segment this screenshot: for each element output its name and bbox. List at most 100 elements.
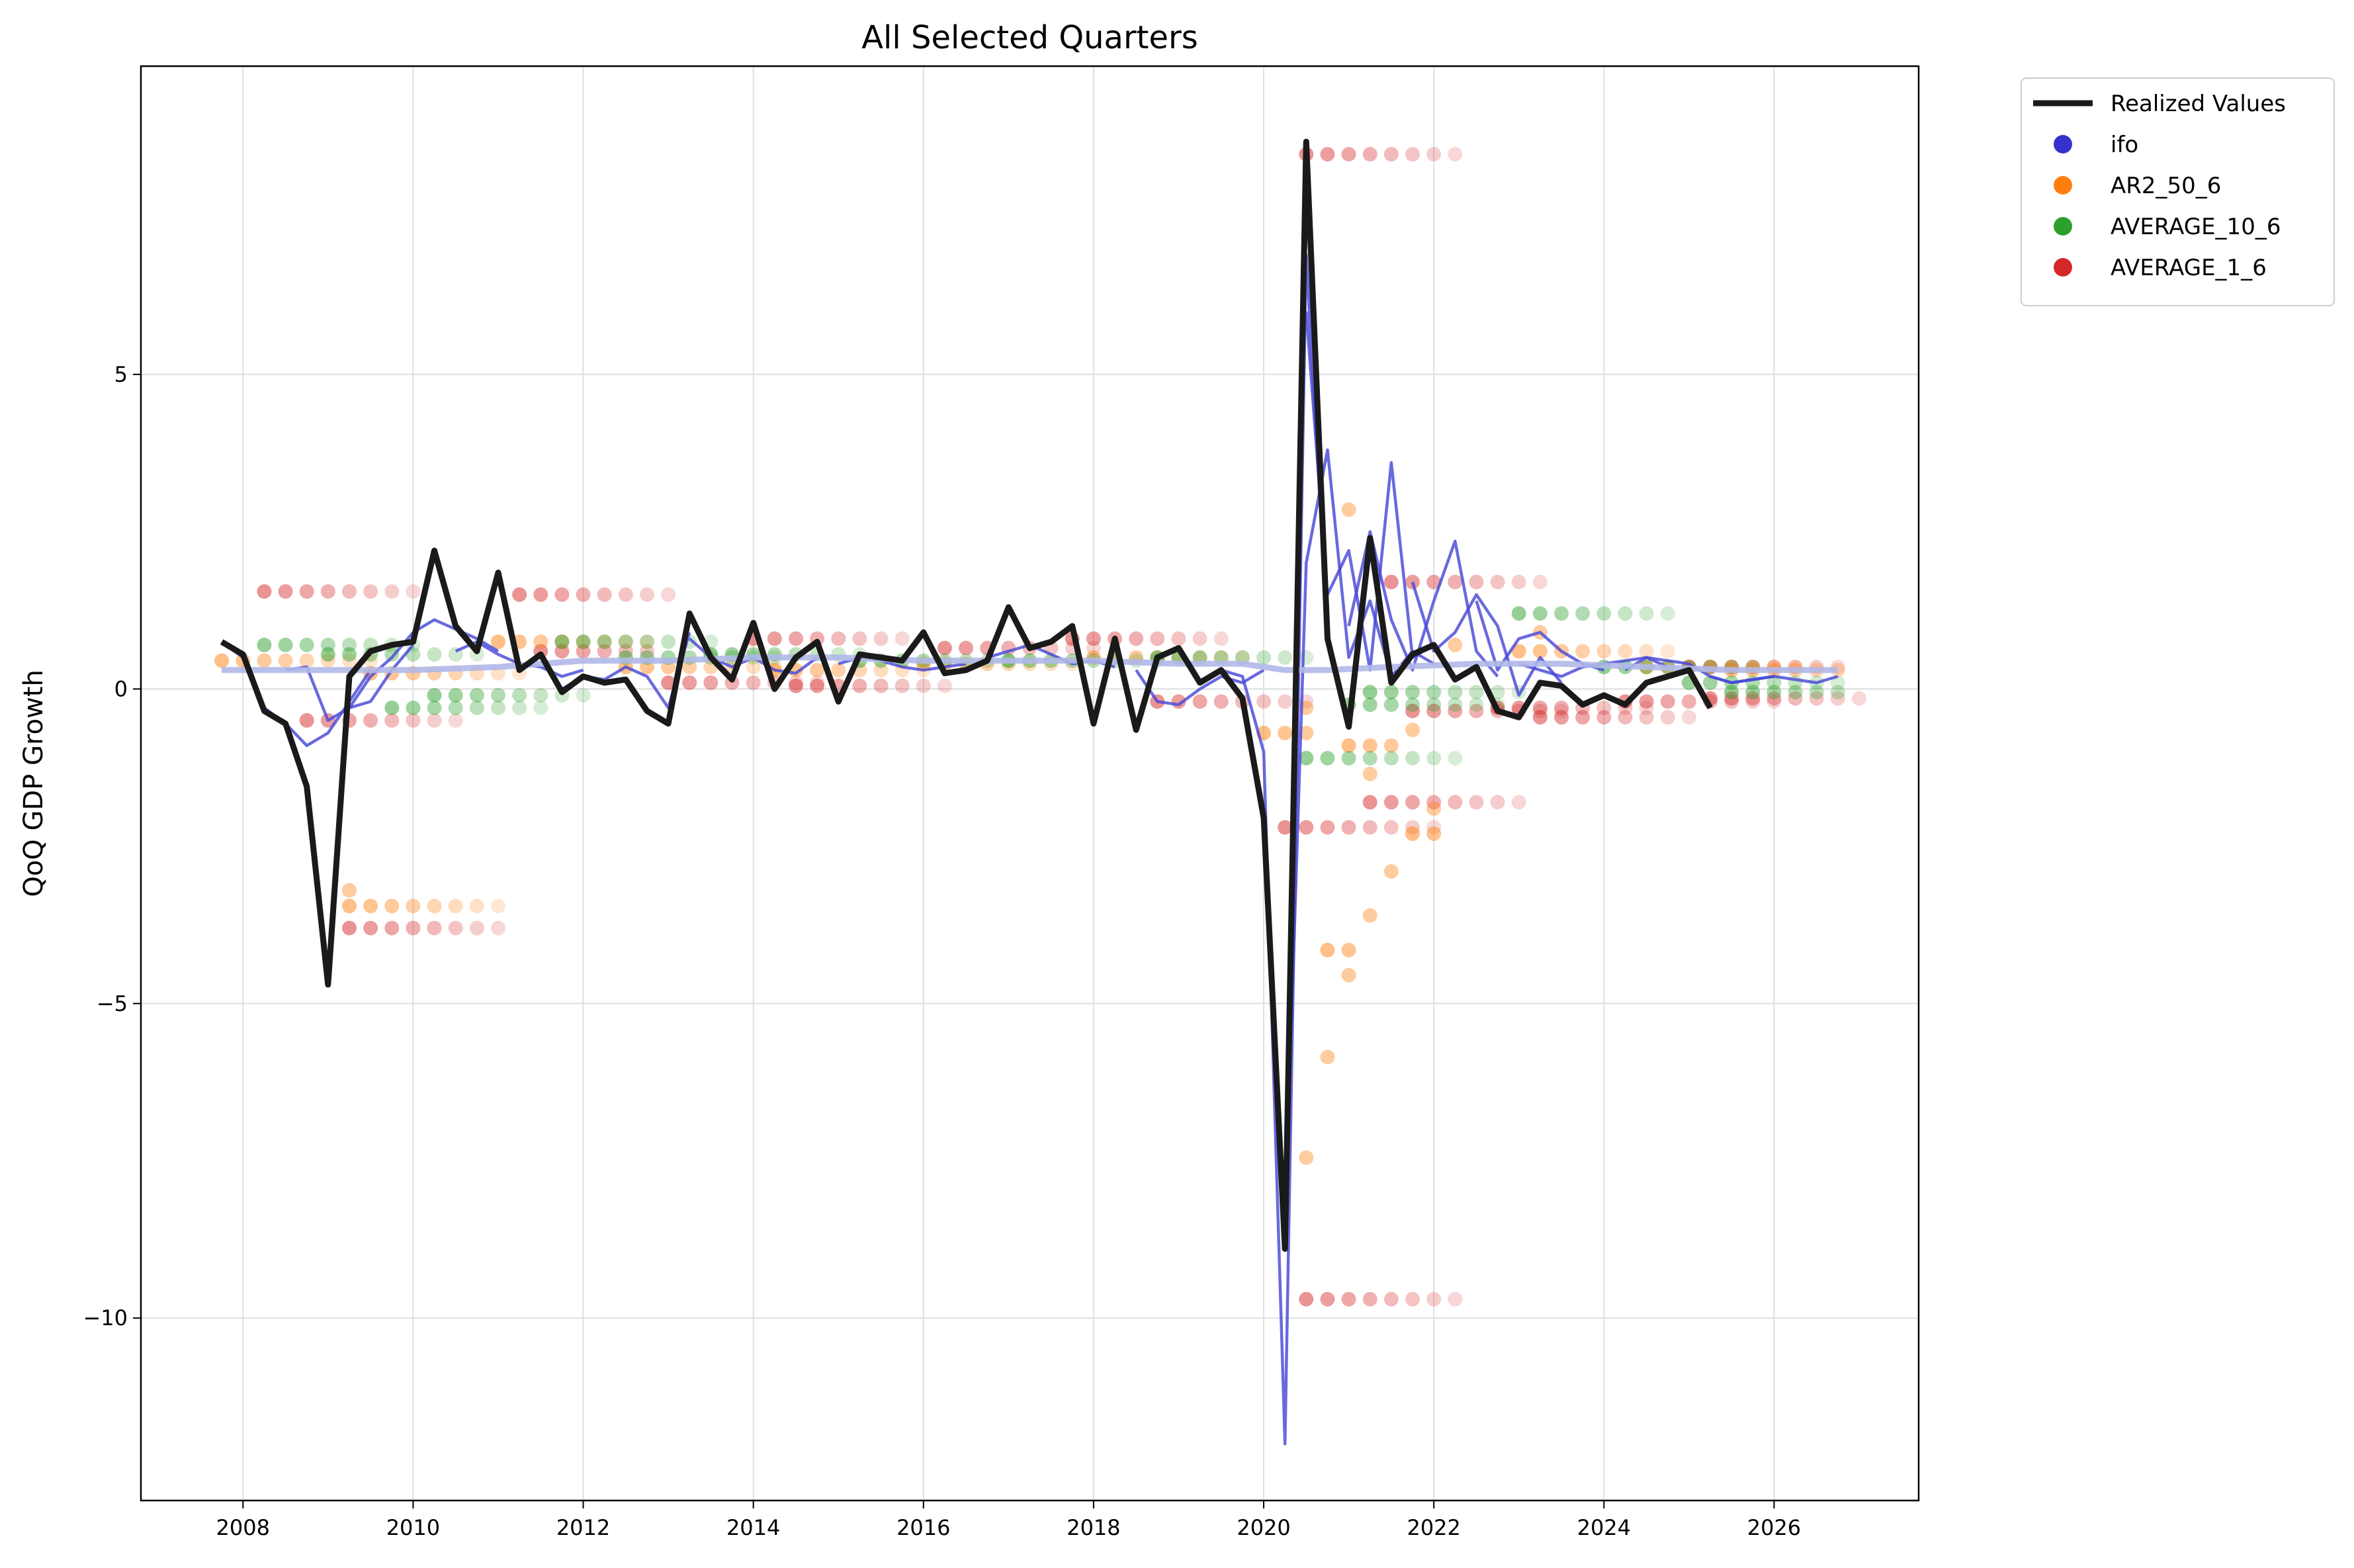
average-1-6-dot [1681, 694, 1696, 709]
average-10-6-dot [533, 700, 548, 715]
average-1-6-dot [767, 631, 782, 646]
legend-swatch-average-10-6 [2054, 217, 2072, 236]
average-1-6-dot [1745, 694, 1761, 709]
x-tick-label: 2008 [216, 1515, 270, 1540]
average-10-6-dot [469, 700, 484, 715]
average-1-6-dot [1213, 631, 1229, 646]
average-1-6-dot [1192, 631, 1207, 646]
average-1-6-dot [1362, 795, 1377, 810]
average-1-6-dot [1469, 703, 1484, 719]
ar2-50-6-dot [1660, 644, 1675, 659]
average-10-6-dot [576, 687, 591, 703]
average-1-6-dot [448, 713, 463, 728]
average-1-6-dot [1448, 1291, 1463, 1307]
forecast-dots [214, 147, 1867, 1307]
average-10-6-dot [1469, 685, 1484, 700]
ifo-forecast-path [348, 618, 500, 709]
ar2-50-6-dot [1341, 968, 1356, 983]
average-10-6-dot [1724, 685, 1739, 700]
average-1-6-dot [554, 587, 570, 602]
average-1-6-dot [1448, 147, 1463, 162]
average-1-6-dot [1554, 703, 1569, 719]
average-1-6-dot [1278, 820, 1293, 835]
legend-box [2021, 77, 2335, 306]
ar2-50-6-dot [214, 653, 230, 668]
average-10-6-dot [1554, 606, 1569, 621]
average-1-6-dot [852, 631, 867, 646]
average-1-6-dot [894, 678, 910, 693]
average-1-6-dot [533, 587, 548, 602]
average-1-6-dot [661, 675, 676, 690]
average-1-6-dot [1554, 700, 1569, 715]
average-1-6-dot [1383, 795, 1399, 810]
legend-swatch-ar2-50-6 [2054, 176, 2072, 195]
average-1-6-dot [1320, 1291, 1335, 1307]
average-1-6-dot [1150, 631, 1165, 646]
average-10-6-dot [1362, 697, 1377, 713]
average-1-6-dot [406, 713, 421, 728]
average-1-6-dot [384, 920, 400, 936]
average-10-6-dot [1745, 685, 1761, 700]
x-tick-label: 2014 [726, 1515, 780, 1540]
average-1-6-dot [1745, 691, 1761, 706]
average-1-6-dot [1532, 710, 1548, 725]
average-1-6-dot [1448, 795, 1463, 810]
x-axis: 2008 2010 2012 2014 2016 2018 2020 2022 2024 2026 [216, 1501, 1801, 1540]
ar2-50-6-dot [384, 898, 400, 914]
average-10-6-dot [554, 634, 570, 650]
ar2-50-6-dot [1362, 766, 1377, 781]
average-1-6-dot [1660, 710, 1675, 725]
average-1-6-dot [788, 631, 803, 646]
average-10-6-dot [1299, 650, 1314, 665]
average-1-6-dot [1766, 694, 1782, 709]
average-10-6-dot [1341, 750, 1356, 765]
ar2-50-6-dot [1511, 644, 1526, 659]
chart-title: All Selected Quarters [861, 19, 1198, 56]
average-10-6-dot [618, 634, 633, 650]
average-10-6-dot [1320, 750, 1335, 765]
average-10-6-dot [1511, 606, 1526, 621]
average-10-6-dot [427, 687, 442, 703]
average-1-6-dot [916, 678, 931, 693]
x-tick-label: 2010 [386, 1515, 440, 1540]
average-1-6-dot [406, 920, 421, 936]
y-tick-label: −5 [97, 991, 128, 1016]
average-1-6-dot [257, 584, 272, 599]
average-10-6-dot [597, 634, 612, 650]
average-10-6-dot [1596, 606, 1612, 621]
realized-values-line [220, 138, 1713, 1252]
average-1-6-dot [1405, 703, 1420, 719]
average-1-6-dot [299, 584, 314, 599]
average-1-6-dot [1490, 574, 1505, 589]
average-1-6-dot [831, 631, 846, 646]
average-1-6-dot [873, 678, 889, 693]
average-10-6-dot [512, 687, 527, 703]
average-10-6-dot [1469, 697, 1484, 713]
average-1-6-dot [1383, 1291, 1399, 1307]
average-1-6-dot [490, 920, 505, 936]
ar2-50-6-dot [1341, 738, 1356, 753]
x-tick-label: 2026 [1747, 1515, 1801, 1540]
ar2-50-6-dot [1341, 942, 1356, 957]
ar2-50-6-dot [341, 898, 357, 914]
ar2-50-6-dot [299, 653, 314, 668]
average-10-6-dot [427, 647, 442, 662]
average-10-6-dot [490, 700, 505, 715]
average-1-6-dot [576, 587, 591, 602]
average-1-6-dot [1426, 147, 1442, 162]
ar2-50-6-dot [1278, 725, 1293, 740]
average-1-6-dot [384, 713, 400, 728]
average-1-6-dot [1511, 795, 1526, 810]
average-1-6-dot [1341, 147, 1356, 162]
ar2-50-6-dot [1596, 644, 1612, 659]
y-tick-label: 0 [114, 676, 128, 701]
average-10-6-dot [512, 700, 527, 715]
average-1-6-dot [1639, 700, 1654, 715]
average-1-6-dot [746, 675, 761, 690]
ar2-50-6-dot [1362, 738, 1377, 753]
average-10-6-dot [1299, 750, 1314, 765]
ar2-50-6-dot [831, 662, 846, 677]
ar2-50-6-dot [448, 898, 463, 914]
ar2-50-6-dot [576, 634, 591, 650]
ar2-50-6-dot [639, 634, 654, 650]
